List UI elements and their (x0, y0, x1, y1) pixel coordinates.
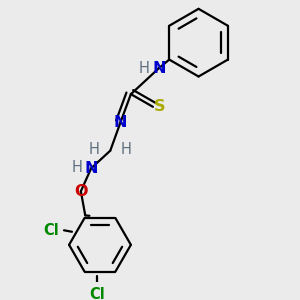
Text: H: H (139, 61, 149, 76)
Text: H: H (121, 142, 131, 157)
Text: N: N (84, 161, 98, 176)
Text: S: S (154, 99, 165, 114)
Text: H: H (89, 142, 100, 157)
Text: Cl: Cl (44, 223, 59, 238)
Text: N: N (152, 61, 166, 76)
Text: H: H (72, 160, 83, 175)
Text: O: O (74, 184, 88, 199)
Text: Cl: Cl (89, 287, 105, 300)
Text: N: N (114, 115, 127, 130)
